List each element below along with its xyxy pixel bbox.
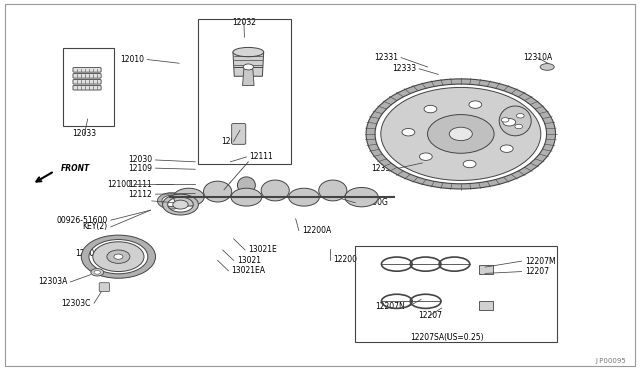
Circle shape	[243, 64, 253, 70]
FancyBboxPatch shape	[73, 86, 101, 90]
Text: 13021E: 13021E	[248, 246, 277, 254]
Text: 00926-51600: 00926-51600	[56, 216, 108, 225]
Circle shape	[173, 200, 188, 209]
Ellipse shape	[499, 106, 531, 136]
Text: 12112: 12112	[129, 190, 152, 199]
Text: 12111: 12111	[129, 180, 152, 189]
Text: 12207: 12207	[525, 267, 548, 276]
Circle shape	[94, 270, 100, 274]
Ellipse shape	[231, 188, 262, 206]
Text: 12032: 12032	[232, 18, 256, 27]
Circle shape	[503, 119, 516, 126]
FancyBboxPatch shape	[73, 68, 101, 72]
Circle shape	[107, 250, 130, 263]
Polygon shape	[233, 52, 264, 76]
Text: 12303C: 12303C	[61, 299, 91, 308]
Circle shape	[428, 115, 494, 153]
Text: 12207N: 12207N	[375, 302, 404, 311]
Ellipse shape	[173, 188, 204, 206]
Polygon shape	[243, 69, 254, 86]
Circle shape	[500, 145, 513, 153]
Ellipse shape	[345, 187, 378, 207]
Ellipse shape	[204, 181, 232, 202]
Bar	[479, 265, 493, 274]
Circle shape	[463, 160, 476, 168]
Text: 12200: 12200	[333, 255, 357, 264]
Text: 12200A: 12200A	[302, 226, 332, 235]
FancyBboxPatch shape	[232, 124, 246, 144]
Circle shape	[501, 118, 509, 122]
Circle shape	[516, 113, 524, 118]
FancyBboxPatch shape	[73, 74, 101, 78]
Text: 13021EA: 13021EA	[232, 266, 266, 275]
Circle shape	[449, 127, 472, 141]
Circle shape	[424, 105, 437, 113]
Ellipse shape	[319, 180, 347, 201]
Text: 12200G: 12200G	[358, 198, 388, 207]
Text: 12303: 12303	[75, 249, 99, 258]
Circle shape	[469, 101, 482, 108]
Ellipse shape	[289, 188, 319, 206]
Ellipse shape	[233, 47, 264, 57]
Circle shape	[515, 124, 522, 129]
Circle shape	[419, 153, 432, 160]
Text: 12207: 12207	[418, 311, 442, 320]
Text: 12010: 12010	[120, 55, 144, 64]
Text: 12331: 12331	[374, 53, 398, 62]
Text: 12033: 12033	[72, 129, 97, 138]
Ellipse shape	[540, 64, 554, 70]
Text: 12207SA(US=0.25): 12207SA(US=0.25)	[410, 333, 484, 342]
Text: 12333: 12333	[392, 64, 416, 73]
FancyBboxPatch shape	[73, 80, 101, 84]
Text: 12303A: 12303A	[38, 278, 67, 286]
FancyBboxPatch shape	[99, 283, 109, 292]
Ellipse shape	[261, 180, 289, 201]
Text: 13021: 13021	[237, 256, 261, 265]
Bar	[63, 48, 114, 126]
Bar	[198, 19, 291, 164]
Text: 12030: 12030	[128, 155, 152, 164]
Text: FRONT: FRONT	[61, 164, 90, 173]
Bar	[355, 246, 557, 342]
Circle shape	[381, 87, 541, 180]
Circle shape	[114, 254, 123, 259]
Circle shape	[93, 242, 144, 272]
Text: J P00095: J P00095	[595, 358, 626, 364]
Text: 12100: 12100	[107, 180, 131, 189]
Text: 12109: 12109	[128, 164, 152, 173]
Ellipse shape	[237, 177, 255, 193]
Text: 12207M: 12207M	[525, 257, 556, 266]
Text: 12310A: 12310A	[523, 53, 552, 62]
Circle shape	[91, 269, 104, 276]
Text: KEY(2): KEY(2)	[83, 222, 108, 231]
Text: 12111: 12111	[250, 153, 273, 161]
Text: 12032: 12032	[221, 137, 246, 146]
Text: 12330: 12330	[371, 164, 396, 173]
Bar	[479, 301, 493, 310]
Circle shape	[402, 128, 415, 136]
